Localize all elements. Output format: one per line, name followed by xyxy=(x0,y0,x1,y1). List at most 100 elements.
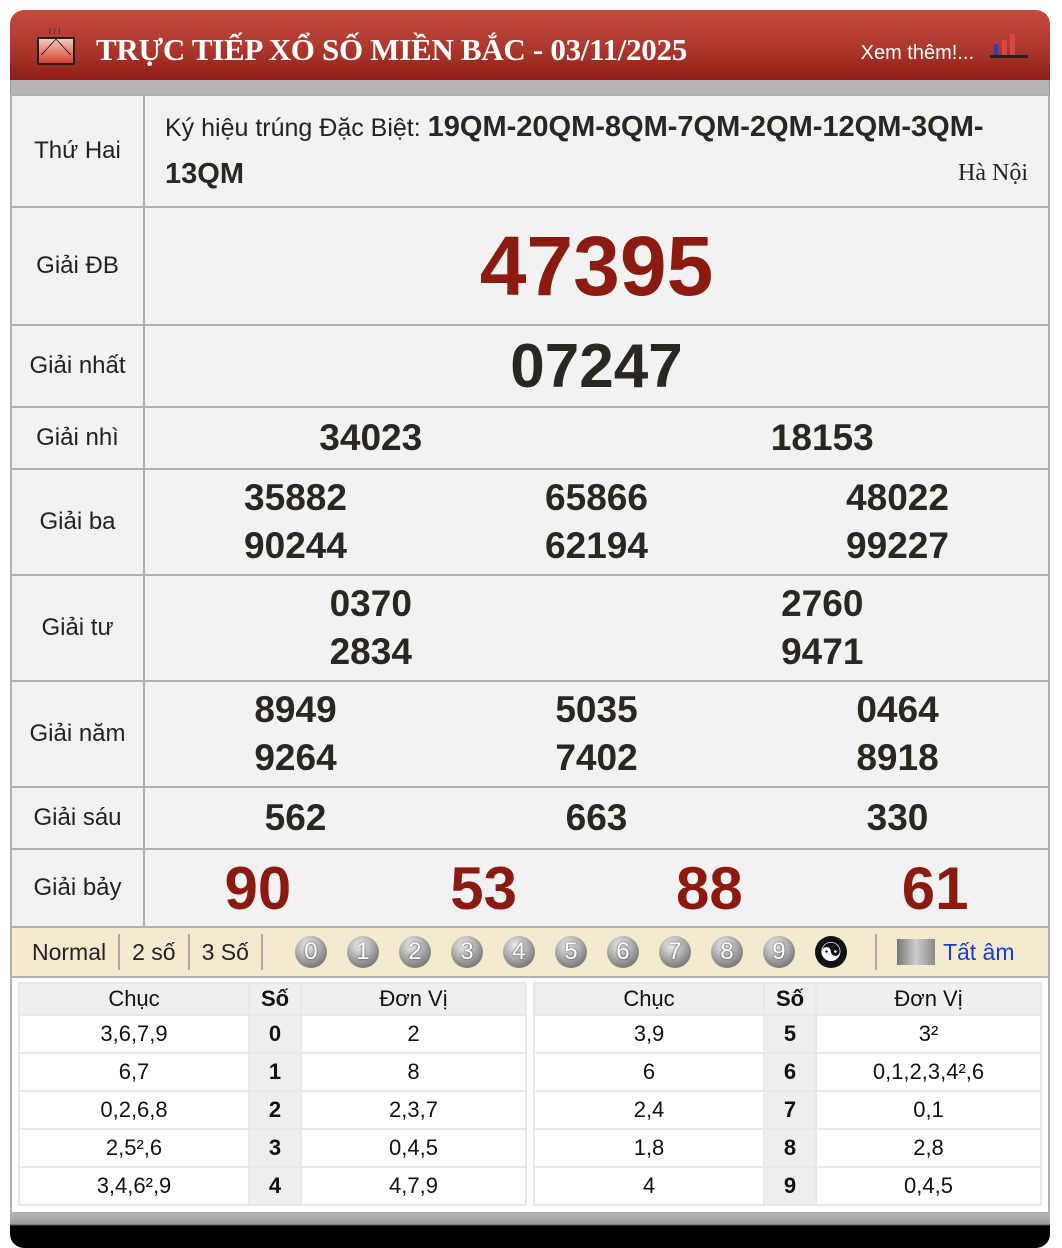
don-vi-cell: 0,1,2,3,4²,6 xyxy=(815,1052,1042,1092)
loto-row: 3,9 5 3² xyxy=(533,1014,1042,1054)
loto-row: 4 9 0,4,5 xyxy=(533,1166,1042,1206)
so-cell: 5 xyxy=(763,1014,817,1054)
loto-tables: Chục Số Đơn Vị 3,6,7,9 0 2 6,7 1 8 0,2,6,8 2 2,3,7 2… xyxy=(10,978,1050,1214)
chart-icon[interactable] xyxy=(990,32,1028,58)
don-vi-cell: 4,7,9 xyxy=(300,1166,527,1206)
digit-ball-4[interactable]: 4 xyxy=(502,936,535,968)
digit-ball-8[interactable]: 8 xyxy=(710,936,743,968)
loto-row: 3,6,7,9 0 2 xyxy=(18,1014,527,1054)
prize-g5: 5035 xyxy=(555,689,638,730)
loto-row: 0,2,6,8 2 2,3,7 xyxy=(18,1090,527,1130)
header-don-vi: Đơn Vị xyxy=(815,982,1042,1016)
prize-g5: 7402 xyxy=(555,737,638,778)
prize-g5: 9264 xyxy=(254,737,337,778)
prize-g3: 99227 xyxy=(846,525,949,566)
prize-g4: 0370 xyxy=(329,583,412,624)
prize-g1: 07247 xyxy=(510,331,683,401)
prize-g3: 90244 xyxy=(244,525,347,566)
results-widget: ≀≀≀ TRỰC TIẾP XỔ SỐ MIỀN BẮC - 03/11/202… xyxy=(10,10,1050,1248)
header-chuc: Chục xyxy=(18,982,250,1016)
don-vi-cell: 8 xyxy=(300,1052,527,1092)
loto-row: 1,8 8 2,8 xyxy=(533,1128,1042,1168)
chuc-cell: 1,8 xyxy=(533,1128,765,1168)
prize-g6: 562 xyxy=(264,797,327,838)
divider xyxy=(874,934,877,970)
row-db: Giải ĐB 47395 xyxy=(10,206,1050,326)
prize-g4: 2834 xyxy=(329,631,412,672)
yin-yang-icon[interactable]: ☯ xyxy=(814,936,847,968)
digit-ball-1[interactable]: 1 xyxy=(346,936,379,968)
chuc-cell: 2,4 xyxy=(533,1090,765,1130)
digit-ball-2[interactable]: 2 xyxy=(398,936,431,968)
prize-g6: 663 xyxy=(565,797,628,838)
so-cell: 2 xyxy=(248,1090,302,1130)
prize-g6: 330 xyxy=(866,797,929,838)
header-don-vi: Đơn Vị xyxy=(300,982,527,1016)
envelope-icon xyxy=(37,37,75,65)
digit-ball-9[interactable]: 9 xyxy=(762,936,795,968)
prize-g5: 0464 xyxy=(856,689,939,730)
so-cell: 6 xyxy=(763,1052,817,1092)
digit-ball-7[interactable]: 7 xyxy=(658,936,691,968)
widget-title: TRỰC TIẾP XỔ SỐ MIỀN BẮC - 03/11/2025 xyxy=(96,32,687,67)
prize-g4: 9471 xyxy=(781,631,864,672)
header-so: Số xyxy=(763,982,817,1016)
loto-row: 6 6 0,1,2,3,4²,6 xyxy=(533,1052,1042,1092)
prize-g7: 90 xyxy=(224,854,292,922)
loto-header-row: Chục Số Đơn Vị xyxy=(18,982,527,1016)
results-table: Thứ Hai Ký hiệu trúng Đặc Biệt: 19QM-20Q… xyxy=(10,94,1050,928)
so-cell: 3 xyxy=(248,1128,302,1168)
filter-2-so[interactable]: 2 số xyxy=(120,934,190,970)
loto-header-row: Chục Số Đơn Vị xyxy=(533,982,1042,1016)
label-g1: Giải nhất xyxy=(10,324,145,408)
label-g2: Giải nhì xyxy=(10,406,145,470)
filter-normal[interactable]: Normal xyxy=(12,934,121,970)
row-g6: Giải sáu 562 663 330 xyxy=(10,786,1050,850)
label-g4: Giải tư xyxy=(10,574,145,682)
so-cell: 0 xyxy=(248,1014,302,1054)
row-g7: Giải bảy 90 53 88 61 xyxy=(10,848,1050,928)
chuc-cell: 3,4,6²,9 xyxy=(18,1166,250,1206)
digit-ball-0[interactable]: 0 xyxy=(294,936,327,968)
digit-ball-6[interactable]: 6 xyxy=(606,936,639,968)
prize-g7: 61 xyxy=(901,854,969,922)
label-g6: Giải sáu xyxy=(10,786,145,850)
so-cell: 9 xyxy=(763,1166,817,1206)
tat-am-link[interactable]: Tất âm xyxy=(942,938,1015,965)
sound-icon[interactable] xyxy=(896,939,935,965)
label-g3: Giải ba xyxy=(10,468,145,576)
filter-bar: Normal 2 số 3 Số 0 1 2 3 4 5 6 7 8 9 ☯ T… xyxy=(10,928,1050,978)
chuc-cell: 3,9 xyxy=(533,1014,765,1054)
weekday: Thứ Hai xyxy=(10,94,145,208)
row-g2: Giải nhì 34023 18153 xyxy=(10,406,1050,470)
digit-ball-3[interactable]: 3 xyxy=(450,936,483,968)
loto-row: 3,4,6²,9 4 4,7,9 xyxy=(18,1166,527,1206)
prize-g5: 8949 xyxy=(254,689,337,730)
see-more-link[interactable]: Xem thêm!... xyxy=(860,42,974,64)
label-g5: Giải năm xyxy=(10,680,145,788)
chuc-cell: 0,2,6,8 xyxy=(18,1090,250,1130)
prize-g2: 18153 xyxy=(770,417,874,458)
prize-g2: 34023 xyxy=(319,417,423,458)
label-g7: Giải bảy xyxy=(10,848,145,928)
label-db: Giải ĐB xyxy=(10,206,145,326)
chuc-cell: 3,6,7,9 xyxy=(18,1014,250,1054)
steam-icon: ≀≀≀ xyxy=(48,26,63,37)
don-vi-cell: 0,1 xyxy=(815,1090,1042,1130)
chuc-cell: 2,5²,6 xyxy=(18,1128,250,1168)
filter-3-so[interactable]: 3 Số xyxy=(190,934,263,970)
symbol-value: 19QM-20QM-8QM-7QM-2QM-12QM-3QM-13QM xyxy=(165,111,984,190)
chuc-cell: 4 xyxy=(533,1166,765,1206)
so-cell: 8 xyxy=(763,1128,817,1168)
don-vi-cell: 2 xyxy=(300,1014,527,1054)
prize-g7: 53 xyxy=(450,854,517,922)
loto-table-right: Chục Số Đơn Vị 3,9 5 3² 6 6 0,1,2,3,4²,6 2,4 7 0,1 1… xyxy=(533,982,1042,1206)
digit-ball-5[interactable]: 5 xyxy=(554,936,587,968)
widget-header: ≀≀≀ TRỰC TIẾP XỔ SỐ MIỀN BẮC - 03/11/202… xyxy=(10,10,1050,80)
widget-footer xyxy=(10,1214,1050,1248)
chuc-cell: 6 xyxy=(533,1052,765,1092)
don-vi-cell: 3² xyxy=(815,1014,1042,1054)
header-chuc: Chục xyxy=(533,982,765,1016)
prize-db: 47395 xyxy=(479,218,714,313)
prize-g3: 65866 xyxy=(545,477,648,518)
